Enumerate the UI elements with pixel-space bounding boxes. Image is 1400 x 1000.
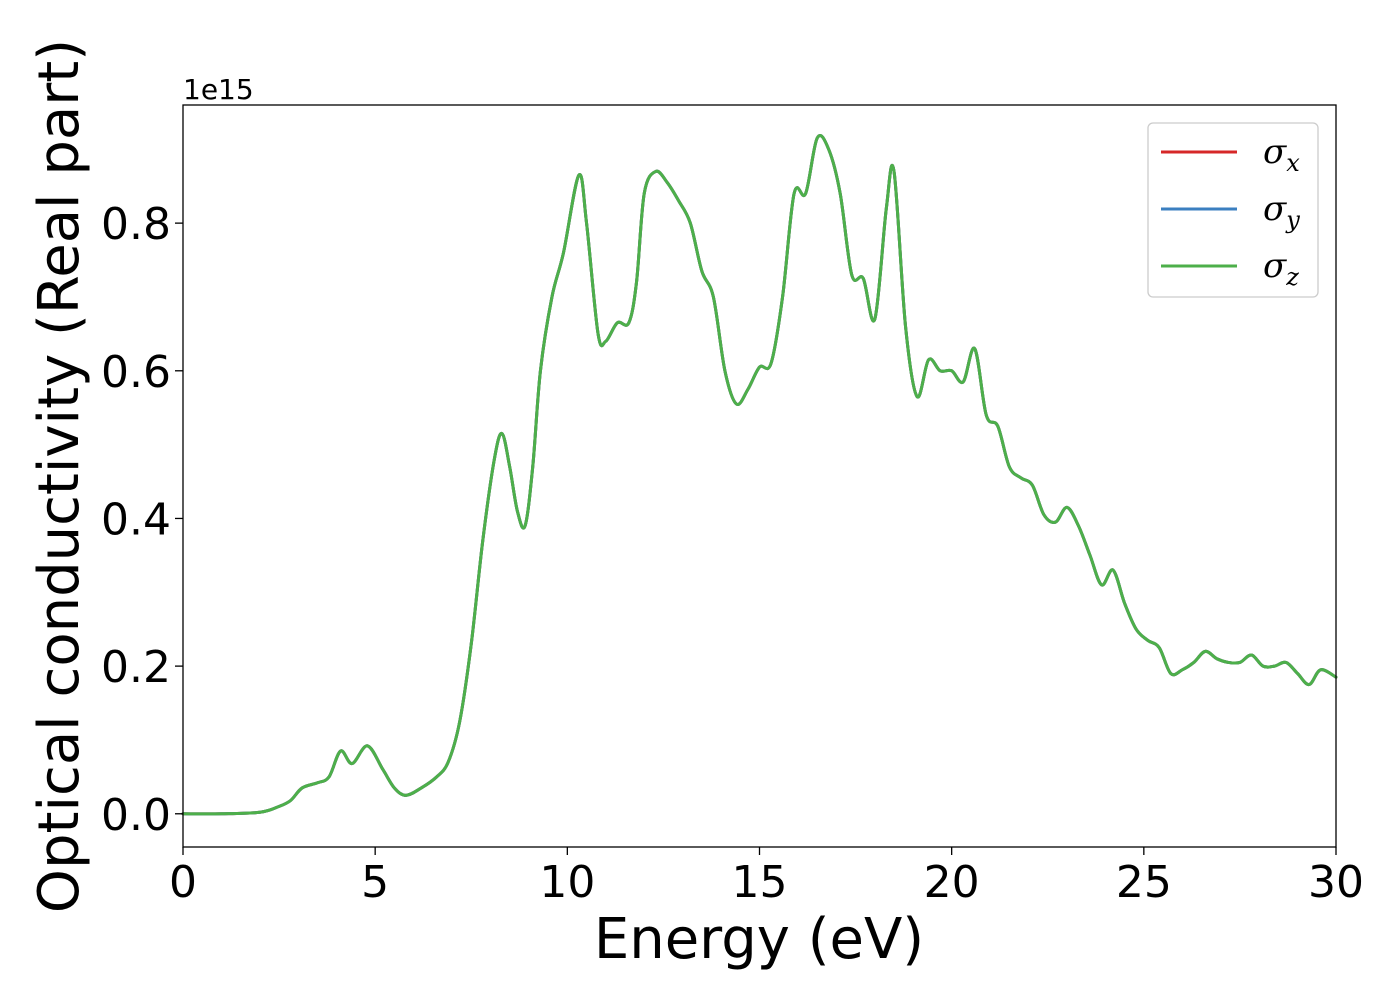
legend-label-x: σx [1263, 132, 1300, 177]
y-tick-label: 0.0 [101, 790, 171, 841]
series-layer [181, 134, 1338, 816]
y-tick-label: 0.8 [101, 199, 171, 250]
x-tick-label: 20 [924, 857, 980, 908]
legend: σx σy σz [1147, 122, 1319, 298]
x-tick-label: 5 [361, 857, 389, 908]
legend-label-y: σy [1263, 189, 1300, 234]
series-line-z [181, 134, 1338, 816]
x-axis-title: Energy (eV) [594, 907, 924, 972]
y-tick-label: 0.4 [101, 494, 171, 545]
y-axis: 0.0 0.2 0.4 0.6 0.8 [101, 199, 183, 841]
y-tick-label: 0.6 [101, 347, 171, 398]
y-tick-label: 0.2 [101, 642, 171, 693]
x-tick-label: 15 [732, 857, 788, 908]
x-axis: 0 5 10 15 20 25 30 [169, 847, 1364, 908]
x-tick-label: 0 [169, 857, 197, 908]
x-tick-label: 25 [1116, 857, 1172, 908]
y-offset-label: 1e15 [183, 73, 254, 106]
x-tick-label: 30 [1308, 857, 1364, 908]
x-tick-label: 10 [539, 857, 595, 908]
legend-label-z: σz [1263, 246, 1299, 291]
y-axis-title: Optical conductivity (Real part) [27, 39, 92, 913]
